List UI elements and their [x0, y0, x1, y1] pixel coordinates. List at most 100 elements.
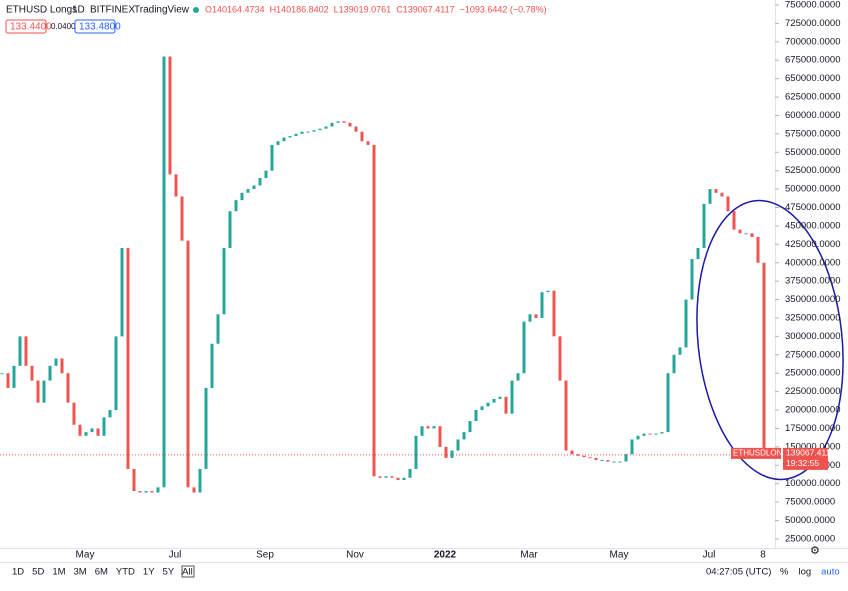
candle — [486, 402, 490, 407]
candle — [264, 170, 268, 179]
candle — [186, 240, 190, 488]
clock: 04:27:05 (UTC) — [706, 567, 771, 578]
ohlc-value: −1093.6442 (−0.78%) — [460, 4, 547, 14]
candle — [216, 314, 220, 344]
candle — [600, 460, 604, 462]
x-tick-label: Jul — [703, 550, 716, 561]
scale-button[interactable]: log — [798, 567, 811, 578]
candle — [150, 491, 154, 493]
settings-icon[interactable]: ⚙ — [810, 545, 820, 557]
x-tick-label: Jul — [169, 550, 182, 561]
candle — [702, 203, 706, 249]
candle — [138, 491, 142, 493]
candle — [744, 233, 748, 235]
sell-price: 133.4400 — [10, 22, 52, 33]
candle — [126, 248, 130, 469]
candle — [756, 236, 760, 263]
spread: 0.0400 — [51, 22, 76, 31]
range-button[interactable]: All — [182, 567, 193, 578]
candle — [300, 131, 304, 134]
candle — [252, 185, 256, 190]
candle — [666, 373, 670, 433]
candle — [378, 476, 382, 478]
y-tick-label: 700000.0000 — [785, 36, 840, 47]
candle — [612, 461, 616, 463]
candle — [648, 433, 652, 435]
buy-box[interactable] — [74, 19, 116, 34]
candle — [504, 396, 508, 414]
range-button[interactable]: 3M — [74, 567, 87, 578]
range-button[interactable]: YTD — [116, 567, 135, 578]
range-button[interactable]: 1M — [52, 567, 65, 578]
y-tick-label: 25000.0000 — [785, 533, 835, 544]
header: ETHUSD Longs 1D BITFINEX TradingView 133… — [5, 5, 199, 34]
sell-box[interactable] — [5, 19, 47, 34]
candle — [240, 192, 244, 201]
candle — [762, 262, 766, 455]
candle — [642, 433, 646, 436]
candle — [588, 457, 592, 459]
candle — [582, 455, 586, 458]
range-button[interactable]: 1D — [12, 567, 24, 578]
candle — [18, 336, 22, 366]
candle — [42, 380, 46, 403]
candle — [480, 406, 484, 411]
y-tick-label: 725000.0000 — [785, 18, 840, 29]
candle — [516, 373, 520, 381]
candle — [198, 468, 202, 493]
candle — [222, 248, 226, 315]
candle — [258, 178, 262, 186]
ohlc-value: L139019.0761 — [334, 4, 392, 14]
candle — [312, 130, 316, 132]
candle — [246, 189, 250, 193]
candle — [708, 189, 712, 204]
candle — [156, 487, 160, 493]
x-tick-label: Mar — [520, 550, 538, 561]
candle — [66, 373, 70, 403]
candle — [384, 476, 388, 478]
candle — [90, 428, 94, 433]
candle — [660, 432, 664, 434]
scale-button[interactable]: auto — [821, 567, 840, 578]
candle — [462, 432, 466, 440]
date-range-icon[interactable] — [181, 565, 195, 578]
range-button[interactable]: 5D — [32, 567, 44, 578]
candle — [414, 435, 418, 469]
candle — [318, 128, 322, 131]
candle — [336, 121, 340, 123]
grid — [775, 4, 779, 540]
candle — [540, 292, 544, 318]
candle — [576, 454, 580, 456]
candle — [684, 299, 688, 348]
price-tag-bg — [783, 447, 828, 470]
y-tick-label: 325000.0000 — [785, 312, 840, 323]
candle — [330, 122, 334, 127]
candle — [750, 233, 754, 237]
candle — [570, 450, 574, 455]
y-tick-label: 275000.0000 — [785, 349, 840, 360]
candle — [354, 126, 358, 132]
y-tick-label: 50000.0000 — [785, 515, 835, 526]
candle — [396, 477, 400, 480]
range-button[interactable]: 5Y — [163, 567, 175, 578]
candle — [60, 358, 64, 374]
candle — [282, 137, 286, 142]
candle — [618, 461, 622, 463]
candle — [78, 424, 82, 436]
y-tick-label: 225000.0000 — [785, 386, 840, 397]
price-tag-value: 139067.4117 — [786, 448, 835, 458]
range-button[interactable]: 1Y — [143, 567, 155, 578]
y-tick-label: 100000.0000 — [785, 478, 840, 489]
scale-button[interactable]: % — [780, 567, 789, 578]
ohlc-value: O140164.4734 — [205, 4, 265, 14]
range-button[interactable]: 6M — [95, 567, 108, 578]
price-tag-symbol-bg — [731, 447, 781, 459]
candle — [426, 426, 430, 429]
candle — [510, 380, 514, 414]
candle — [36, 380, 40, 403]
candle — [390, 476, 394, 478]
candle — [402, 477, 406, 480]
y-tick-label: 625000.0000 — [785, 92, 840, 103]
candle — [288, 136, 292, 138]
